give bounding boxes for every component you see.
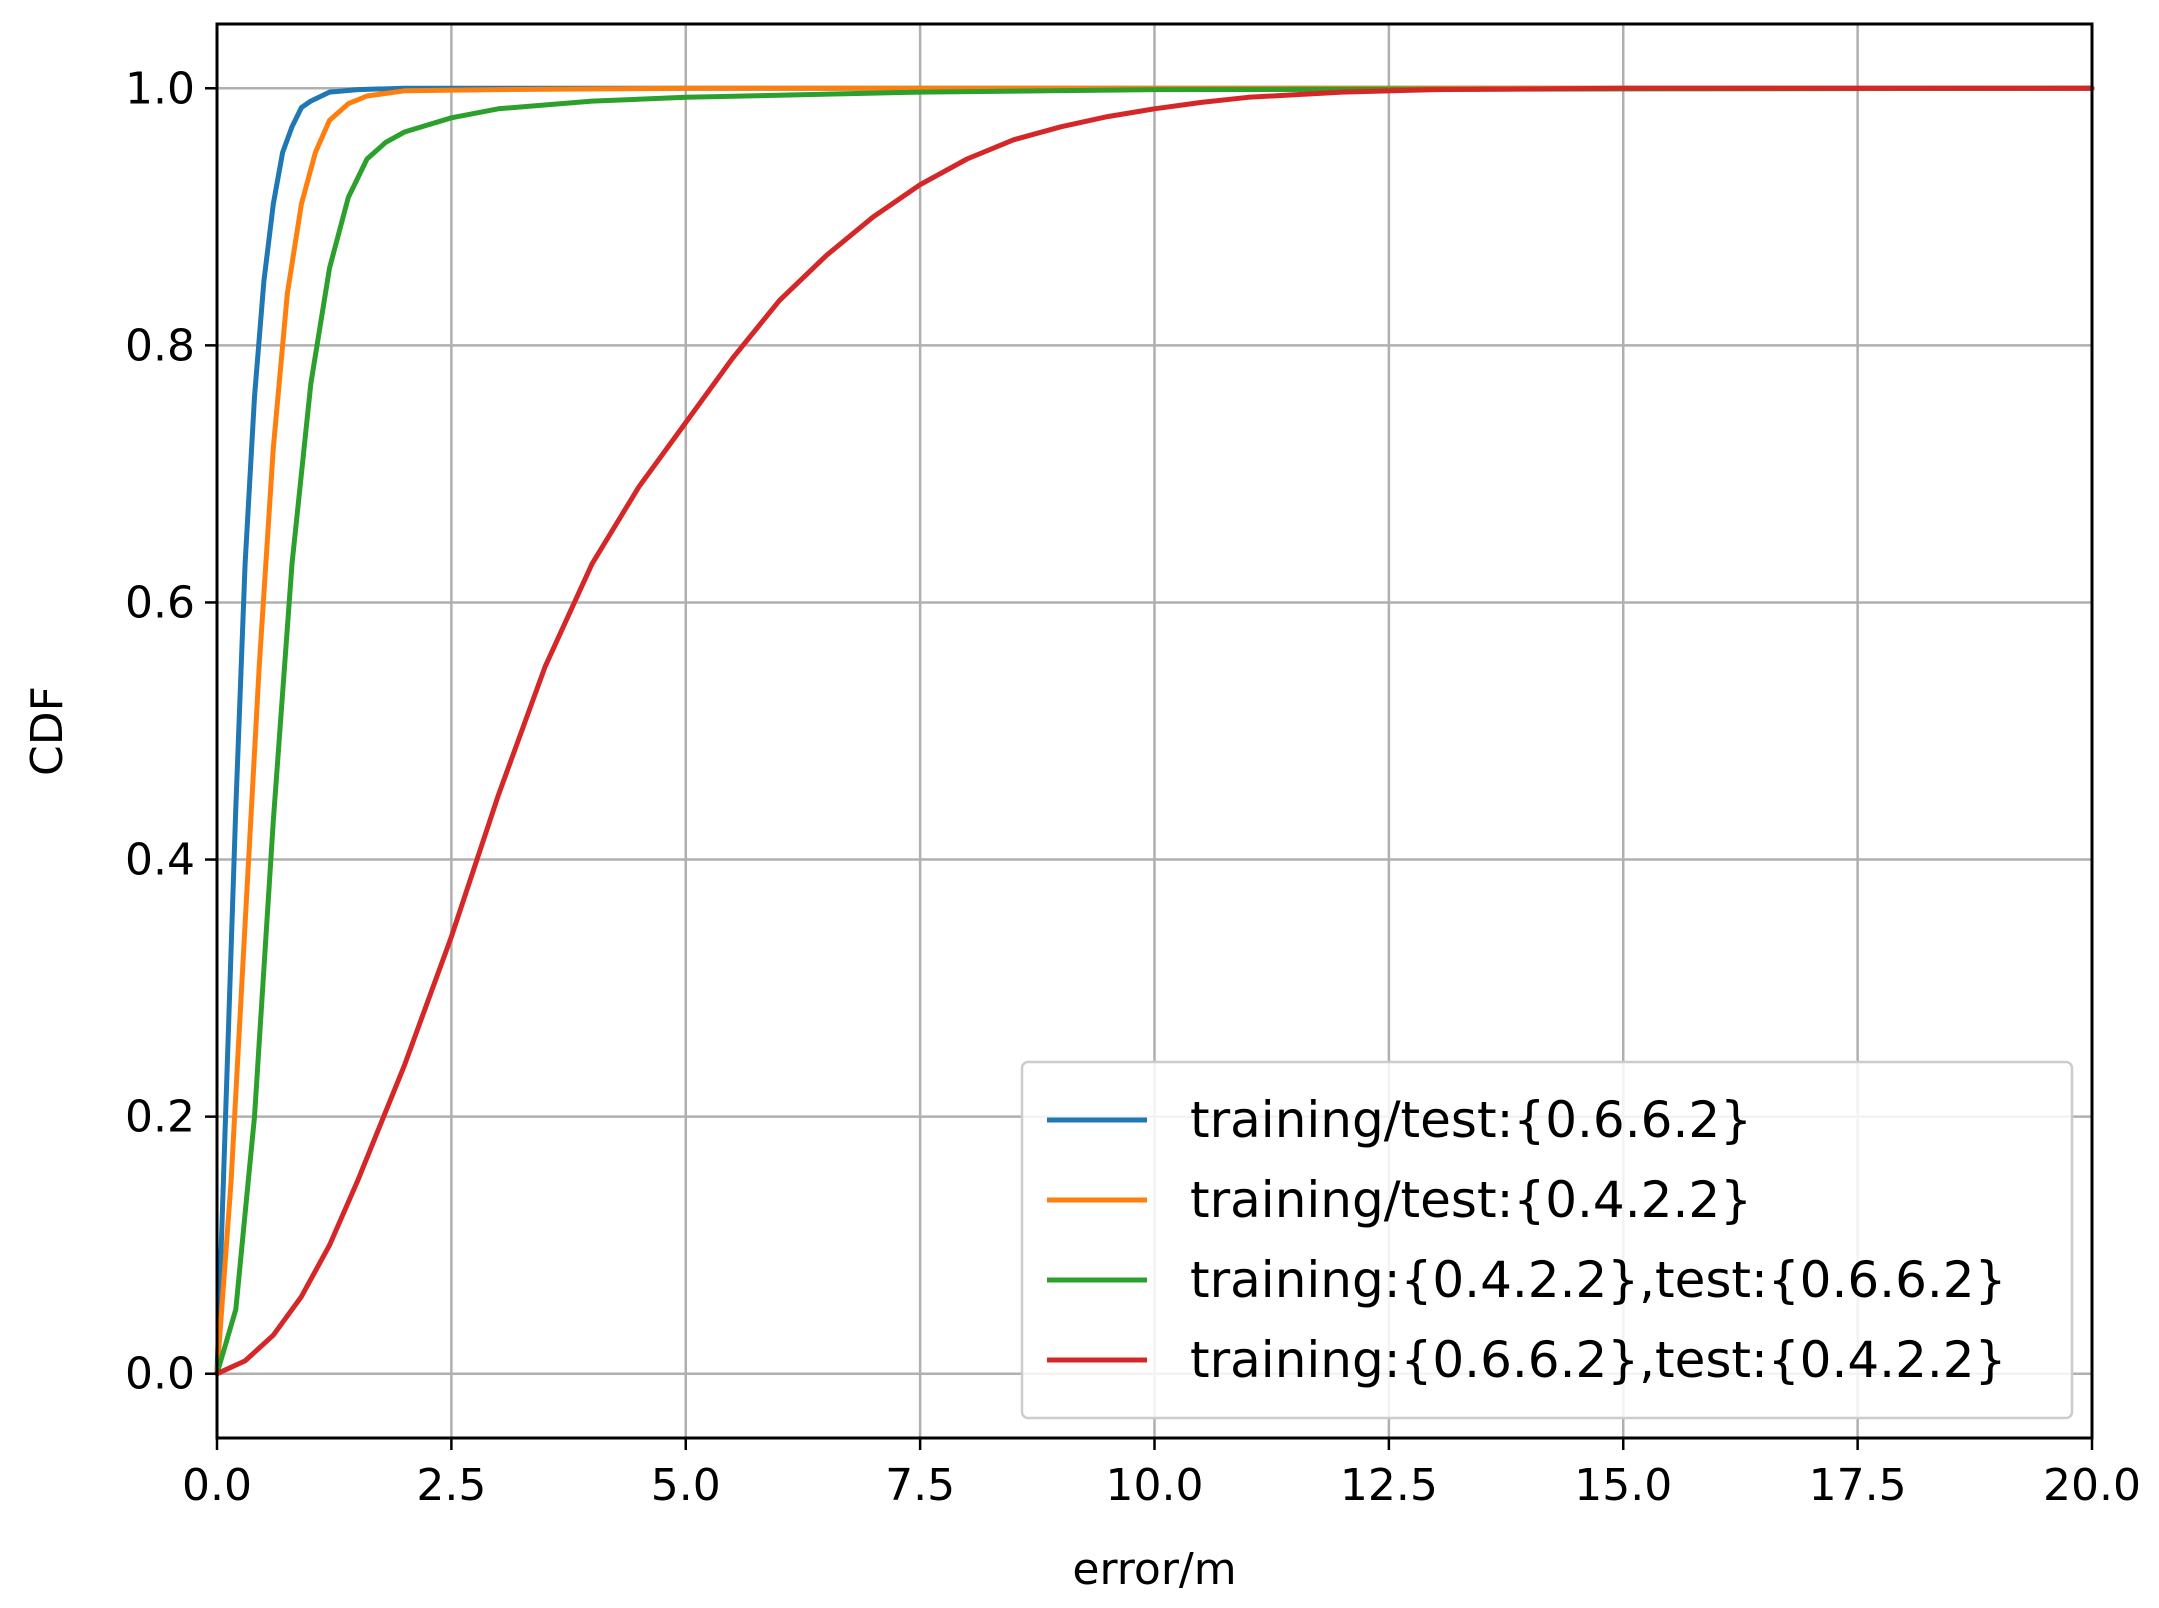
x-tick-label: 2.5	[416, 1460, 486, 1511]
x-tick-label: 0.0	[182, 1460, 252, 1511]
legend-item: training/test:{0.6.6.2}	[1047, 1091, 1752, 1149]
y-tick-label: 0.0	[125, 1349, 195, 1400]
x-tick-label: 10.0	[1106, 1460, 1204, 1511]
x-tick-label: 12.5	[1340, 1460, 1438, 1511]
y-tick-label: 0.6	[125, 577, 195, 628]
legend-label: training:{0.4.2.2},test:{0.6.6.2}	[1190, 1251, 2006, 1309]
legend-items: training/test:{0.6.6.2} training/test:{0.…	[1047, 1091, 2006, 1389]
x-tick-label: 17.5	[1809, 1460, 1907, 1511]
y-tick-label: 0.8	[125, 320, 195, 371]
x-tick-label: 20.0	[2043, 1460, 2141, 1511]
x-axis-label: error/m	[1072, 1544, 1236, 1595]
series-lines	[214, 85, 2095, 1377]
x-tick-label: 5.0	[651, 1460, 721, 1511]
y-tick-label: 1.0	[125, 63, 195, 114]
x-tick-label: 15.0	[1574, 1460, 1672, 1511]
y-tick-label: 0.2	[125, 1092, 195, 1143]
series-line-2	[214, 85, 2095, 1377]
y-tick-label: 0.4	[125, 835, 195, 886]
y-axis-label: CDF	[22, 686, 73, 776]
legend-item: training:{0.4.2.2},test:{0.6.6.2}	[1047, 1251, 2006, 1309]
legend-label: training/test:{0.6.6.2}	[1190, 1091, 1752, 1149]
series-line-3	[214, 85, 2095, 1377]
legend-label: training/test:{0.4.2.2}	[1190, 1171, 1752, 1229]
series-line-4	[214, 85, 2095, 1377]
x-tick-label: 7.5	[885, 1460, 955, 1511]
series-line-1	[214, 85, 2095, 1377]
axis-ticks: 0.0 2.5 5.0 7.5 10.0 12.5 15.0 17.5 20.0 0.0 0.2 0.…	[125, 63, 2141, 1511]
legend-item: training:{0.6.6.2},test:{0.4.2.2}	[1047, 1331, 2006, 1389]
legend-box	[1020, 1060, 2074, 1420]
legend-label: training:{0.6.6.2},test:{0.4.2.2}	[1190, 1331, 2006, 1389]
legend-item: training/test:{0.4.2.2}	[1047, 1171, 1752, 1229]
legend: training/test:{0.6.6.2} training/test:{0.…	[1020, 1060, 2074, 1420]
